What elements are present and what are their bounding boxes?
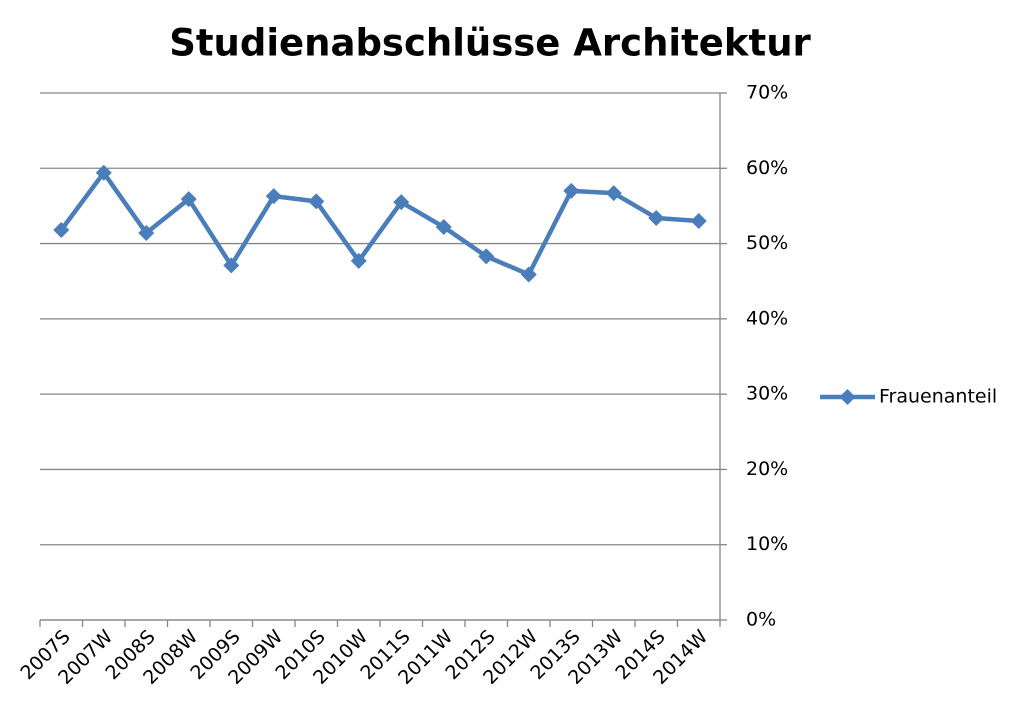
legend-label: Frauenanteil [879, 386, 997, 408]
marker [95, 164, 112, 181]
marker [435, 219, 452, 236]
marker [308, 193, 325, 210]
marker [478, 248, 495, 265]
legend-marker [839, 389, 856, 405]
marker [265, 188, 282, 205]
marker [180, 191, 197, 208]
marker [393, 194, 410, 211]
series-line [59, 170, 699, 277]
marker [690, 212, 707, 229]
y-tick-label: 20% [746, 458, 788, 480]
marker [138, 225, 155, 242]
chart-title: Studienabschlüsse Architektur [169, 22, 811, 65]
y-tick-label: 40% [746, 307, 788, 329]
marker [520, 266, 537, 283]
marker [53, 222, 70, 239]
y-tick-label: 60% [746, 157, 788, 179]
marker [648, 209, 665, 226]
marker [563, 182, 580, 199]
marker [605, 185, 622, 202]
y-tick-label: 70% [746, 82, 788, 104]
marker [223, 257, 240, 274]
y-tick-label: 50% [746, 232, 788, 254]
y-tick-label: 0% [746, 609, 776, 631]
y-tick-label: 10% [746, 533, 788, 555]
marker [350, 252, 367, 269]
y-tick-label: 30% [746, 383, 788, 405]
